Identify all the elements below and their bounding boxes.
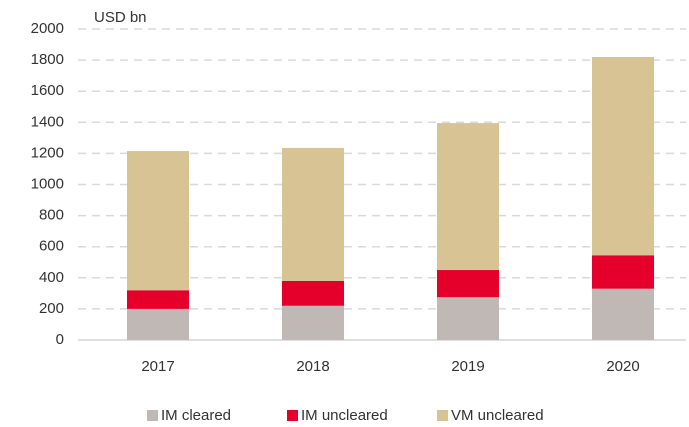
bar-segment [127, 308, 189, 340]
y-tick-label: 1400 [31, 113, 64, 130]
y-tick-label: 200 [39, 300, 64, 317]
legend-swatch [287, 410, 298, 421]
bar-segment [282, 305, 344, 340]
y-tick-label: 1000 [31, 175, 64, 192]
unit-label: USD bn [94, 9, 147, 26]
bar-segment [592, 288, 654, 340]
bar-segment [127, 151, 189, 291]
y-tick-label: 800 [39, 207, 64, 224]
y-tick-label: 600 [39, 238, 64, 255]
bar-segment [127, 290, 189, 309]
x-tick-label: 2019 [451, 358, 484, 375]
bar-segment [282, 147, 344, 281]
legend-label: VM uncleared [451, 407, 544, 424]
y-tick-label: 0 [56, 331, 64, 348]
legend-label: IM cleared [161, 407, 231, 424]
legend-swatch [147, 410, 158, 421]
x-tick-label: 2017 [141, 358, 174, 375]
y-tick-label: 1200 [31, 144, 64, 161]
bar-segment [437, 297, 499, 340]
x-tick-label: 2018 [296, 358, 329, 375]
y-tick-label: 2000 [31, 20, 64, 37]
bar-segment [282, 280, 344, 306]
x-tick-label: 2020 [606, 358, 639, 375]
y-tick-label: 1600 [31, 82, 64, 99]
y-tick-label: 1800 [31, 51, 64, 68]
y-tick-label: 400 [39, 269, 64, 286]
bar-segment [592, 255, 654, 289]
legend-swatch [437, 410, 448, 421]
legend-label: IM uncleared [301, 407, 388, 424]
bar-segment [437, 123, 499, 271]
bar-segment [437, 270, 499, 298]
bar-segment [592, 56, 654, 256]
